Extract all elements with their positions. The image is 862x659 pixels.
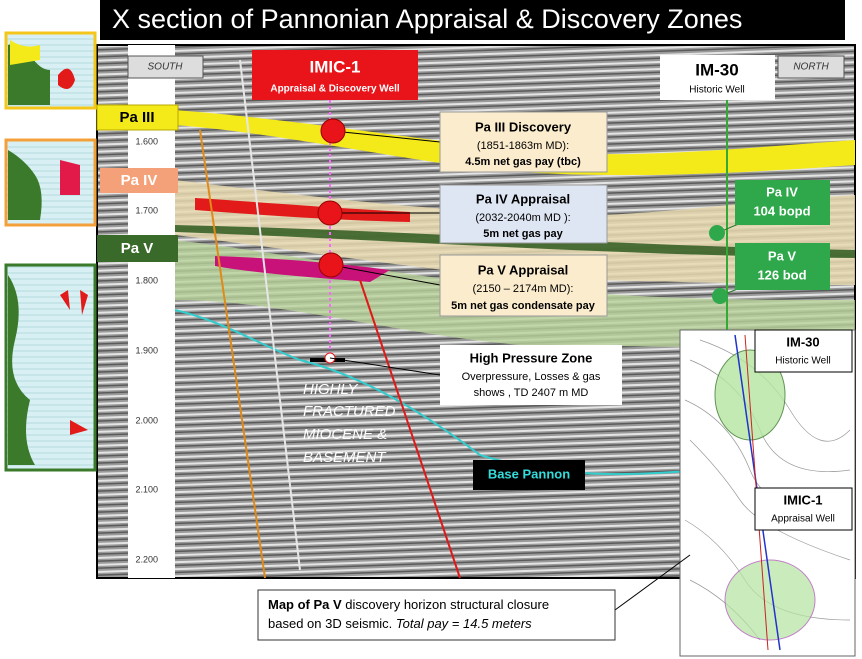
- result-zone: Pa IV: [766, 184, 798, 199]
- callout-detail: (2150 – 2174m MD):: [473, 283, 574, 295]
- map-caption-line: Map of Pa V discovery horizon structural…: [268, 597, 549, 612]
- depth-tick: 2.000: [135, 415, 158, 425]
- pa4-label-box: [100, 168, 178, 193]
- title: X section of Pannonian Appraisal & Disco…: [112, 4, 742, 34]
- pa3-horizon: [175, 110, 855, 176]
- callout-pointer: [330, 264, 441, 286]
- high-pressure-line: Overpressure, Losses & gas: [462, 371, 601, 383]
- fractured-line: FRACTURED: [303, 403, 396, 420]
- log-curve: [8, 275, 35, 465]
- callout-title: Pa III Discovery: [475, 119, 572, 134]
- callout-pointer: [332, 130, 441, 143]
- depth-ticks: 1.600 1.700 1.800 1.900 2.000 2.100 2.20…: [135, 136, 158, 564]
- depth-tick: 1.800: [135, 275, 158, 285]
- callout-box: [439, 111, 608, 173]
- horizon-label: Pa III: [119, 109, 154, 126]
- result-point: [709, 225, 725, 241]
- fault: [239, 59, 301, 571]
- discovery-point: [318, 252, 344, 278]
- map-label-name: IMIC-1: [784, 492, 823, 507]
- callout-detail: (1851-1863m MD):: [477, 140, 569, 152]
- pa3-label-box: [96, 104, 179, 131]
- caption-pointer: [614, 554, 691, 611]
- map-caption-line: based on 3D seismic. Total pay = 14.5 me…: [268, 616, 532, 631]
- im30-box: [660, 55, 775, 100]
- well-name: IM-30: [695, 60, 738, 79]
- imic1-box: [252, 50, 418, 100]
- log-curve: [8, 150, 42, 220]
- pa5-label-box: [97, 235, 178, 262]
- well-name: IMIC-1: [310, 57, 361, 76]
- map-label-box: [754, 329, 853, 373]
- depth-tick: 2.100: [135, 484, 158, 494]
- callout-title: Pa IV Appraisal: [476, 191, 570, 206]
- result-rate: 104 bopd: [753, 203, 810, 218]
- caption-text: based on 3D seismic.: [268, 616, 396, 631]
- pa5-lens: [215, 256, 390, 282]
- log-curve: [58, 68, 75, 89]
- high-pressure-line: shows , TD 2407 m MD: [474, 387, 589, 399]
- fault: [359, 279, 461, 579]
- horizon-label: Pa IV: [121, 172, 158, 189]
- result-box: [735, 243, 830, 290]
- fault: [199, 129, 266, 579]
- high-pressure-title: High Pressure Zone: [470, 350, 593, 365]
- callout-result: 5m net gas condensate pay: [451, 300, 596, 312]
- north-label-box: [777, 55, 845, 79]
- callout-result: 5m net gas pay: [483, 228, 563, 240]
- log-curve: [60, 160, 80, 195]
- base-pannon-line: [174, 309, 701, 476]
- discovery-point: [317, 200, 343, 226]
- callout-box: [439, 184, 608, 244]
- base-pannon-label: Base Pannon: [488, 466, 570, 481]
- pa4-lens: [195, 198, 410, 222]
- depth-tick: 1.900: [135, 345, 158, 355]
- closure: [724, 559, 816, 641]
- result-point: [712, 288, 728, 304]
- map-label-box: [754, 487, 853, 531]
- fractured-label: HIGHLY FRACTURED MIOCENE & BASEMENT: [303, 381, 396, 466]
- depth-tick: 1.600: [135, 136, 158, 146]
- log-thumbnails: [4, 31, 97, 472]
- north-label: NORTH: [793, 62, 829, 73]
- log-curve: [10, 40, 40, 65]
- title-bar: [100, 0, 845, 40]
- depth-tick: 1.700: [135, 205, 158, 215]
- map-caption-box: [257, 589, 616, 641]
- callout-result: 4.5m net gas pay (tbc): [465, 156, 581, 168]
- depth-axis: [128, 45, 175, 578]
- callout-box: [439, 254, 608, 317]
- map-label-subtitle: Historic Well: [775, 356, 830, 367]
- result-zone: Pa V: [768, 248, 797, 263]
- map-label-name: IM-30: [786, 334, 819, 349]
- result-rate: 126 bod: [757, 267, 806, 282]
- caption-bold: Map of Pa V: [268, 597, 342, 612]
- fractured-line: HIGHLY: [303, 381, 358, 398]
- horizon-label: Pa V: [121, 240, 154, 257]
- depth-tick: 2.200: [135, 554, 158, 564]
- callout-detail: (2032-2040m MD ):: [475, 212, 570, 224]
- callout-title: Pa V Appraisal: [478, 262, 569, 277]
- caption-italic: Total pay = 14.5 meters: [396, 616, 532, 631]
- caption-text: discovery horizon structural closure: [342, 597, 549, 612]
- south-label-box: [127, 55, 204, 79]
- fractured-line: MIOCENE &: [303, 426, 387, 443]
- result-box: [735, 180, 830, 225]
- well-subtitle: Appraisal & Discovery Well: [270, 84, 400, 95]
- discovery-point: [320, 118, 346, 144]
- well-subtitle: Historic Well: [689, 85, 744, 96]
- high-pressure-box: [440, 345, 622, 405]
- callout-pointer: [329, 357, 441, 376]
- south-label: SOUTH: [148, 62, 184, 73]
- map-label-subtitle: Appraisal Well: [771, 514, 835, 525]
- fractured-line: BASEMENT: [303, 449, 387, 466]
- base-pannon-box: [473, 460, 585, 490]
